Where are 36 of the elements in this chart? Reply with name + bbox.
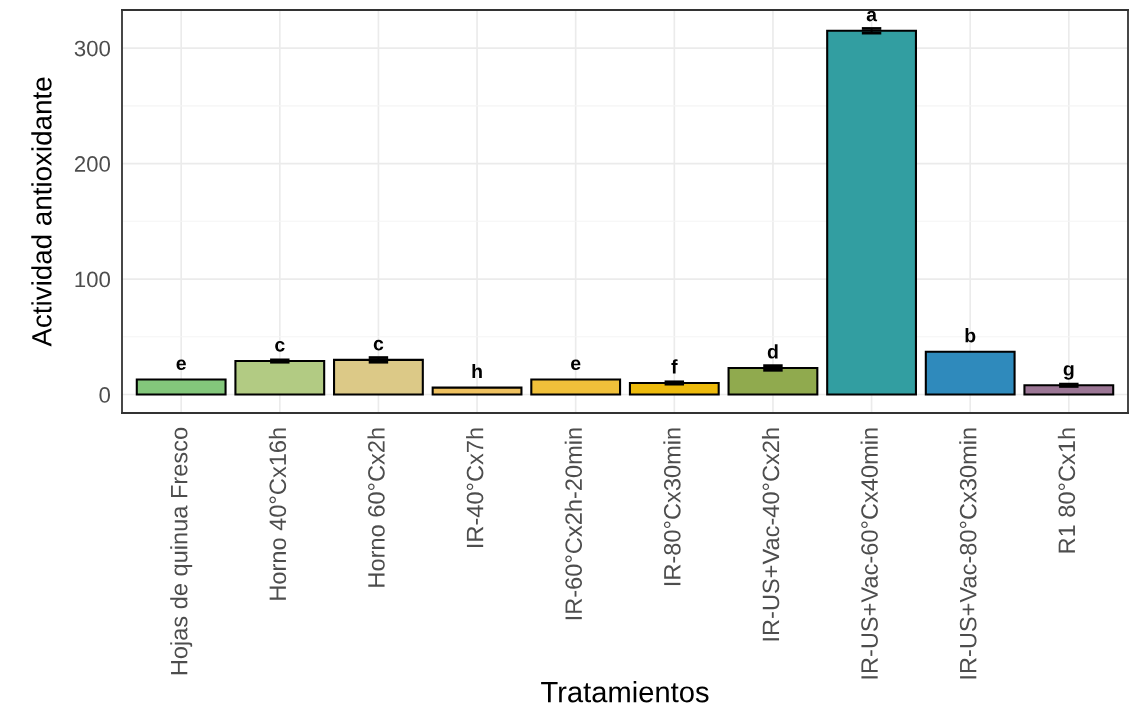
bar — [135, 378, 227, 396]
y-tick-label: 100 — [75, 271, 111, 288]
x-tick-label: IR-80°Cx30min — [663, 428, 681, 586]
x-axis-title: Tratamientos — [541, 680, 709, 703]
x-tick-label: Horno 40°Cx16h — [268, 428, 287, 600]
x-tick-label: IR-US+Vac-40°Cx2h — [761, 428, 780, 641]
y-axis-title: Actividad antioxidante — [31, 77, 52, 347]
x-tick-label: Horno 60°Cx2h — [367, 428, 385, 587]
annotation: g — [1063, 365, 1074, 380]
bar — [1023, 384, 1115, 396]
bar — [628, 381, 720, 396]
annotation: h — [472, 363, 482, 379]
annotation: e — [571, 359, 581, 371]
annotation: f — [671, 359, 678, 374]
bar — [530, 378, 622, 396]
bar — [826, 29, 917, 396]
y-tick-label: 300 — [74, 40, 111, 57]
x-tick-label: IR-60°Cx2h-20min — [564, 428, 583, 620]
bar — [333, 358, 424, 396]
bar — [924, 350, 1016, 396]
x-tick-label: R1 80°Cx1h — [1057, 428, 1076, 553]
x-tick-label: IR-40°Cx7h — [466, 428, 484, 547]
annotation: a — [866, 10, 878, 22]
x-tick-label: IR-US+Vac-80°Cx30min — [959, 428, 977, 679]
annotation: c — [373, 339, 384, 351]
annotation: c — [275, 340, 285, 352]
x-tick-label: IR-US+Vac-60°Cx40min — [860, 428, 878, 679]
bar — [431, 386, 523, 396]
annotation: e — [176, 359, 186, 371]
y-tick-label: 0 — [99, 387, 111, 403]
bar — [727, 366, 819, 396]
x-tick-label: Hojas de quinua Fresco — [170, 427, 193, 675]
y-tick-label: 200 — [74, 156, 111, 172]
annotation: d — [767, 344, 778, 359]
bar — [234, 360, 326, 396]
annotation: b — [965, 328, 976, 343]
